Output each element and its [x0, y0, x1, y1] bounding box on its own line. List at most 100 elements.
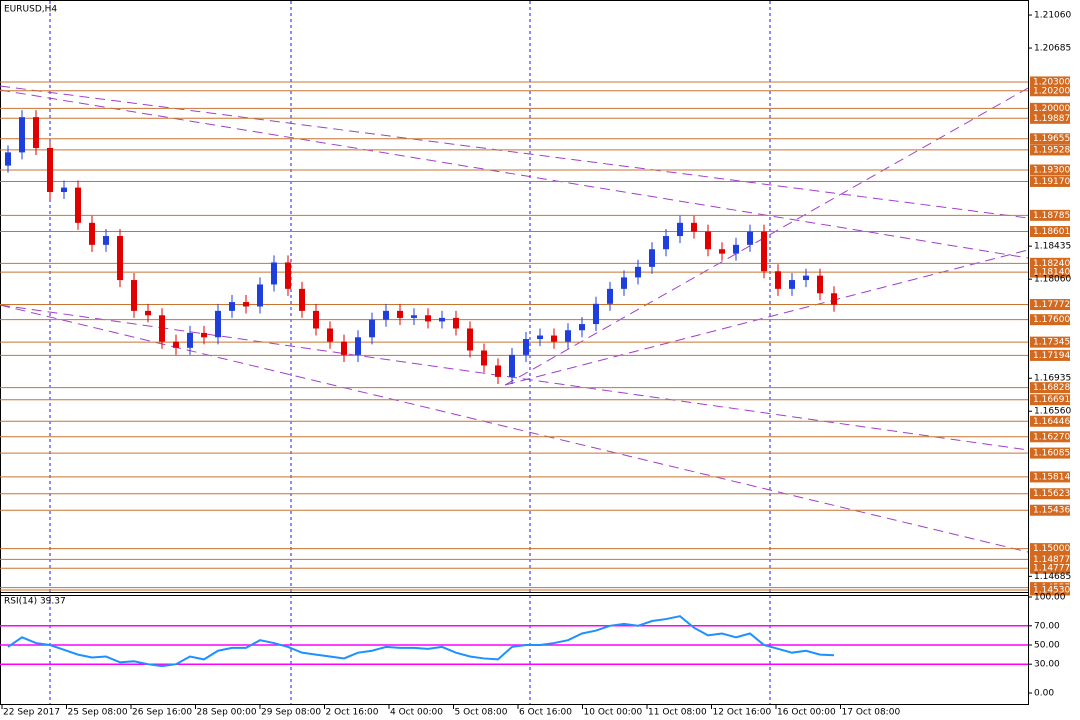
x-tick-label: 25 Sep 08:00 [68, 708, 128, 718]
x-tick-label: 2 Oct 16:00 [326, 708, 379, 718]
candle-body [131, 280, 137, 311]
candle-body [5, 152, 11, 166]
level-label: 1.18140 [1033, 268, 1070, 278]
candle-body [145, 310, 151, 316]
x-tick-label: 17 Oct 08:00 [842, 708, 901, 718]
candle-body [229, 302, 235, 311]
level-label: 1.17345 [1033, 338, 1070, 348]
y-tick-label: 1.16560 [1034, 407, 1071, 417]
level-label-box [1030, 102, 1070, 114]
level-label-box [1030, 431, 1070, 443]
y-tick-label: 50.00 [1034, 640, 1060, 650]
candle-body [47, 147, 53, 193]
x-tick-label: 29 Sep 08:00 [261, 708, 321, 718]
x-tick-label: 28 Sep 00:00 [197, 708, 257, 718]
level-label: 1.20000 [1033, 104, 1070, 114]
candle-body [103, 236, 109, 245]
x-tick-label: 16 Oct 00:00 [777, 708, 836, 718]
x-tick-label: 5 Oct 08:00 [455, 708, 508, 718]
x-tick-label: 10 Oct 00:00 [584, 708, 643, 718]
y-tick-label: 0.00 [1034, 688, 1054, 698]
candle-body [369, 319, 375, 338]
level-label: 1.19887 [1033, 114, 1070, 124]
level-label-box [1030, 226, 1070, 238]
trend-line [0, 304, 1029, 451]
level-label: 1.17600 [1033, 315, 1070, 325]
level-label-box [1030, 562, 1070, 574]
level-label: 1.19655 [1033, 134, 1070, 144]
candle-body [439, 317, 445, 322]
candle-body [775, 271, 781, 289]
level-label-box [1030, 299, 1070, 311]
y-tick-label: 1.21060 [1034, 11, 1071, 21]
level-label: 1.20200 [1033, 86, 1070, 96]
candle-body [215, 310, 221, 338]
trend-line [0, 304, 1029, 553]
candle-body [257, 284, 263, 307]
candle-body [201, 332, 207, 338]
candle-body [817, 275, 823, 294]
level-label-box [1030, 394, 1070, 406]
level-label-box [1030, 112, 1070, 124]
level-label-box [1030, 85, 1070, 97]
level-label: 1.17194 [1033, 351, 1070, 361]
level-label-box [1030, 257, 1070, 269]
candle-body [299, 288, 305, 311]
candle-body [453, 317, 459, 329]
level-label-box [1030, 144, 1070, 156]
level-label-box [1030, 584, 1070, 596]
level-label-box [1030, 76, 1070, 88]
y-tick-label: 100.00 [1034, 592, 1066, 602]
level-label-box [1030, 164, 1070, 176]
candle-body [313, 310, 319, 329]
candle-body [355, 337, 361, 355]
candle-body [173, 341, 179, 348]
trend-line [504, 87, 1029, 386]
x-tick-label: 4 Oct 00:00 [390, 708, 443, 718]
candle-body [467, 328, 473, 351]
level-label-box [1030, 175, 1070, 187]
chart-title: EURUSD,H4 [4, 5, 57, 15]
level-label: 1.18785 [1033, 211, 1070, 221]
level-label-box [1030, 336, 1070, 348]
level-label-box [1030, 415, 1070, 427]
rsi-title: RSI(14) 39.37 [4, 597, 66, 607]
candle-body [719, 249, 725, 254]
candle-body [495, 365, 501, 377]
candle-body [19, 117, 25, 153]
level-label: 1.15000 [1033, 544, 1070, 554]
level-label: 1.19170 [1033, 177, 1070, 187]
candle-body [285, 262, 291, 289]
candle-body [593, 303, 599, 325]
level-label-box [1030, 471, 1070, 483]
candle-body [509, 354, 515, 377]
price-panel [0, 0, 1029, 596]
candle-body [327, 328, 333, 342]
candle-body [663, 236, 669, 250]
candle-body [789, 280, 795, 289]
candle-body [425, 315, 431, 322]
level-label: 1.15623 [1033, 489, 1070, 499]
candle-body [705, 231, 711, 250]
candle-body [621, 277, 627, 289]
level-label: 1.17772 [1033, 300, 1070, 310]
candle-body [523, 339, 529, 355]
candle-body [649, 249, 655, 267]
level-label-box [1030, 543, 1070, 555]
candle-body [761, 231, 767, 272]
x-tick-label: 22 Sep 2017 [3, 708, 60, 718]
candle-body [691, 222, 697, 232]
level-label: 1.15814 [1033, 472, 1070, 482]
trend-line [0, 89, 1029, 259]
candle-body [243, 302, 249, 307]
candle-body [117, 236, 123, 281]
level-label: 1.14777 [1033, 564, 1070, 574]
level-label-box [1030, 504, 1070, 516]
trend-line [0, 85, 1029, 219]
level-label: 1.19528 [1033, 145, 1070, 155]
level-label-box [1030, 382, 1070, 394]
candle-body [271, 262, 277, 285]
y-tick-label: 1.14685 [1034, 572, 1071, 582]
level-label-box [1030, 447, 1070, 459]
